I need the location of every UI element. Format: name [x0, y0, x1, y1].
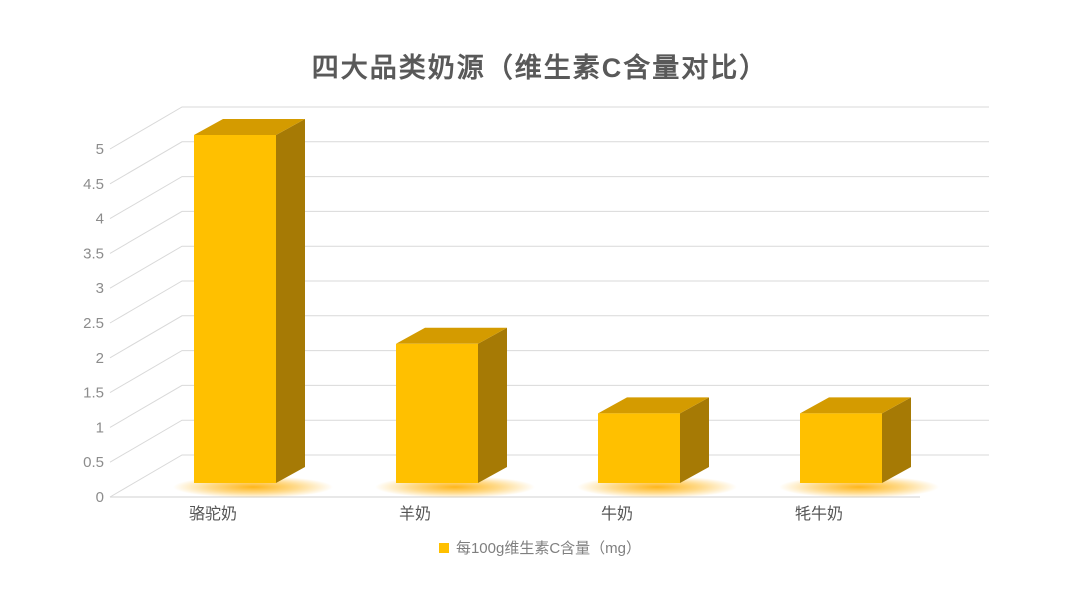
bar-side-face	[478, 327, 507, 483]
gridline	[109, 106, 989, 150]
bar-side-face	[680, 397, 709, 483]
gridline	[109, 454, 989, 498]
gridline	[109, 245, 989, 289]
bar-column-牦牛奶	[779, 397, 939, 498]
y-axis-tick-label: 0.5	[83, 454, 104, 471]
gridline	[109, 384, 989, 428]
y-axis-tick-label: 4	[96, 211, 104, 228]
bar-column-羊奶	[375, 327, 535, 498]
bars	[173, 119, 939, 498]
gridline	[109, 141, 989, 185]
y-axis-tick-label: 2	[96, 350, 104, 367]
gridline	[109, 176, 989, 220]
y-axis-tick-label: 3.5	[83, 245, 104, 262]
x-axis-category-label: 牦牛奶	[795, 505, 843, 523]
x-axis: 骆驼奶 羊奶 牛奶 牦牛奶	[189, 505, 843, 523]
chart-title: 四大品类奶源（维生素C含量对比）	[311, 53, 769, 83]
x-axis-category-label: 骆驼奶	[189, 505, 237, 523]
gridline	[109, 419, 989, 463]
bar-front-face	[598, 413, 680, 483]
legend: 每100g维生素C含量（mg）	[0, 537, 1080, 558]
bar-top-face	[598, 397, 709, 414]
bar-top-face	[396, 327, 507, 344]
y-axis-tick-label: 0	[96, 489, 104, 506]
bar-top-face	[194, 119, 305, 135]
bar-front-face	[194, 135, 276, 483]
bar-column-牛奶	[577, 397, 737, 498]
bar-front-face	[396, 343, 478, 483]
bar-side-face	[882, 397, 911, 483]
x-axis-category-label: 羊奶	[399, 505, 431, 523]
legend-marker-icon	[438, 542, 449, 553]
legend-label: 每100g维生素C含量（mg）	[455, 540, 642, 557]
y-axis-tick-label: 2.5	[83, 315, 104, 332]
bar-side-face	[276, 119, 305, 483]
y-axis-tick-label: 4.5	[83, 176, 104, 193]
y-axis-tick-label: 1.5	[83, 385, 104, 402]
gridline	[109, 350, 989, 394]
y-axis-tick-label: 1	[96, 419, 104, 436]
y-axis-tick-label: 3	[96, 280, 104, 297]
bar-column-骆驼奶	[173, 119, 333, 498]
x-axis-category-label: 牛奶	[601, 505, 633, 523]
bar-front-face	[800, 413, 882, 483]
bar-top-face	[800, 397, 911, 414]
gridline	[109, 280, 989, 324]
gridline	[109, 315, 989, 359]
y-axis: 0 0.5 1 1.5 2 2.5 3 3.5 4 4.5 5	[83, 141, 104, 506]
y-axis-tick-label: 5	[96, 141, 104, 158]
gridline	[109, 210, 989, 254]
